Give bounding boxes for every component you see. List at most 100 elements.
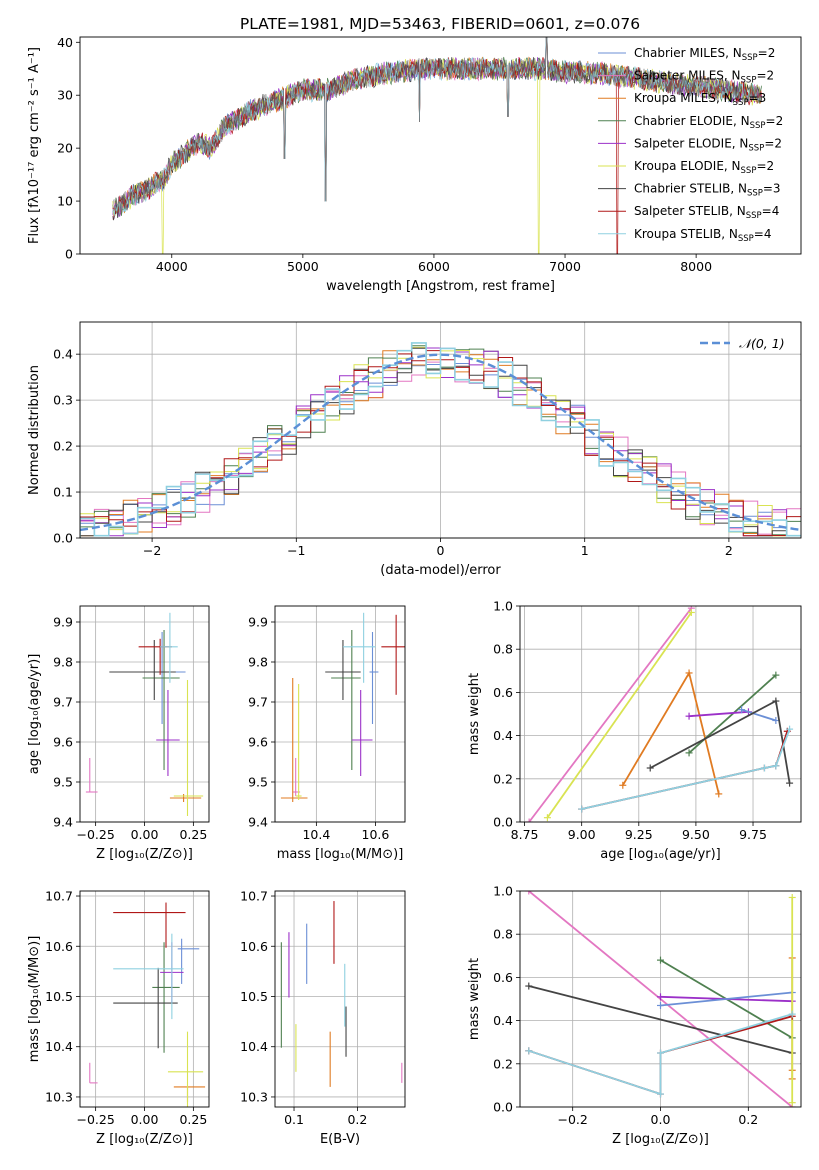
y-tick-label: 9.8	[53, 655, 73, 670]
mass_weight_vs_age-xlabel: age [log₁₀(age/yr)]	[600, 847, 721, 862]
y-tick-label: 9.4	[248, 815, 268, 830]
legend-tail: =2	[756, 69, 774, 83]
x-tick-label: 5000	[287, 259, 319, 274]
legend-tail: =4	[754, 227, 772, 241]
legend-entry: Salpeter MILES, NSSP=2	[634, 69, 774, 86]
x-tick-label: 2	[725, 543, 733, 558]
x-tick-label: 4000	[156, 259, 188, 274]
legend-entry: Kroupa STELIB, NSSP=4	[634, 227, 772, 244]
y-tick-label: 9.6	[248, 735, 268, 750]
y-tick-label: 10.6	[240, 939, 268, 954]
x-tick-label: 0	[437, 543, 445, 558]
weight-line-salpeter_miles	[528, 607, 693, 822]
spectrum-axes: 4000 5000 6000 7000 8000 0 10 20 30 40 wavelength …	[27, 35, 712, 294]
y-tick-label: 0.0	[493, 1100, 513, 1115]
y-tick-label: 0.4	[493, 728, 513, 743]
spectrum-observed	[112, 37, 762, 218]
weight-marker-kroupa_miles	[685, 669, 693, 677]
weight-marker-kroupa_miles	[715, 790, 723, 798]
weight-marker-kroupa_stelib	[760, 764, 768, 772]
weight-marker-chabrier_stelib	[772, 697, 780, 705]
legend-sub: SSP	[747, 189, 763, 199]
mass_vs_Z-axes: −0.25 0.00 0.25 10.3 10.4 10.5 10.6 10.7 Z [log₁…	[27, 889, 209, 1147]
weight-marker-chabrier_stelib	[646, 764, 654, 772]
x-tick-label: 9.50	[682, 827, 710, 842]
x-tick-label: 0.2	[347, 1112, 367, 1127]
legend-tail: =3	[749, 91, 767, 105]
legend-name: Chabrier STELIB, N	[634, 182, 747, 196]
y-tick-label: 9.5	[53, 775, 73, 790]
residual_histogram-xlabel: (data-model)/error	[380, 563, 501, 578]
mass_vs_Z-xlabel: Z [log₁₀(Z/Z⊙)]	[96, 1132, 193, 1147]
legend-name: Kroupa STELIB, N	[634, 227, 738, 241]
mass_weight_vs_Z-ylabel: mass weight	[467, 958, 482, 1040]
legend-entry: Salpeter STELIB, NSSP=4	[634, 204, 779, 221]
histogram-kroupa_stelib	[80, 342, 801, 538]
spectrum-legend: Chabrier MILES, NSSP=2 Salpeter MILES, NS…	[598, 46, 783, 244]
y-tick-label: 0.3	[53, 393, 73, 408]
x-tick-label: 0.1	[284, 1112, 304, 1127]
weight-line-kroupa_stelib	[581, 728, 791, 810]
x-tick-label: −0.25	[76, 1112, 114, 1127]
mass_vs_Z-ylabel: mass [log₁₀(M/M⊙)]	[27, 936, 42, 1063]
legend-sub: SSP	[748, 143, 764, 153]
weight-marker-kroupa_stelib	[657, 1090, 664, 1098]
mass_weight_vs_Z-lines	[525, 891, 796, 1107]
y-tick-label: 9.7	[53, 695, 73, 710]
y-tick-label: 0.4	[493, 1013, 513, 1028]
x-tick-label: 0.0	[651, 1112, 671, 1127]
weight-line-salpeter_elodie	[689, 710, 749, 718]
legend-tail: =2	[758, 46, 776, 60]
weight-marker-kroupa_stelib	[788, 1010, 796, 1018]
y-tick-label: 10.7	[45, 889, 73, 904]
age_vs_Z-ylabel: age [log₁₀(age/yr)]	[27, 654, 42, 775]
legend-entry: Kroupa ELODIE, NSSP=2	[634, 159, 774, 176]
weight-marker-kroupa_miles	[619, 781, 627, 789]
y-tick-label: 1.0	[493, 884, 513, 899]
mass_vs_ebv-axes: 0.1 0.2 10.3 10.4 10.5 10.6 10.7 E(B-V)	[240, 889, 405, 1147]
legend-sub: SSP	[733, 98, 749, 108]
mass_vs_ebv-frame	[274, 890, 406, 1108]
y-tick-label: 10.6	[45, 939, 73, 954]
legend-entry: Chabrier STELIB, NSSP=3	[634, 182, 781, 199]
y-tick-label: 10.3	[45, 1089, 73, 1104]
mass_weight_vs_age-ylabel: mass weight	[467, 673, 482, 755]
legend-sub: SSP	[741, 76, 757, 86]
weight-marker-chabrier_stelib	[525, 982, 533, 990]
x-tick-label: 10.4	[302, 827, 330, 842]
spectrum-ylabel: Flux [fλ10⁻¹⁷ erg cm⁻² s⁻¹ A⁻¹]	[27, 47, 42, 244]
y-tick-label: 0.6	[493, 970, 513, 985]
spectrum-xlabel: wavelength [Angstrom, rest frame]	[326, 279, 555, 294]
figure-title: PLATE=1981, MJD=53463, FIBERID=0601, z=0…	[240, 15, 640, 33]
legend-sub: SSP	[750, 121, 766, 131]
weight-line-chabrier_miles	[660, 991, 793, 1007]
weight-marker-kroupa_elodie	[788, 893, 796, 901]
weight-line-kroupa_elodie	[546, 611, 693, 819]
x-tick-label: 9.25	[625, 827, 653, 842]
legend-name: Salpeter ELODIE, N	[634, 136, 748, 150]
age_vs_Z-xlabel: Z [log₁₀(Z/Z⊙)]	[96, 847, 193, 862]
residual_histogram-frame	[79, 321, 802, 539]
legend-entry: Salpeter ELODIE, NSSP=2	[634, 136, 782, 153]
y-tick-label: 0.4	[53, 347, 73, 362]
weight-line-kroupa_stelib	[528, 1013, 793, 1096]
y-tick-label: 10.5	[240, 989, 268, 1004]
weight-marker-chabrier_miles	[657, 1001, 664, 1009]
weight-marker-kroupa_elodie	[687, 608, 695, 616]
normal-curve	[80, 353, 801, 532]
weight-marker-kroupa_elodie	[788, 1099, 796, 1107]
y-tick-label: 0.2	[53, 439, 73, 454]
x-tick-label: 10.6	[362, 827, 390, 842]
residual_histogram-ylabel: Normed distribution	[27, 365, 42, 495]
legend-sub: SSP	[746, 211, 762, 221]
y-tick-label: 1.0	[493, 599, 513, 614]
y-tick-label: 9.4	[53, 815, 73, 830]
legend-entry: Chabrier MILES, NSSP=2	[634, 46, 775, 63]
legend-tail: =3	[763, 182, 781, 196]
x-tick-label: 6000	[418, 259, 450, 274]
weight-marker-salpeter_elodie	[657, 993, 664, 1001]
age_vs_Z-frame	[79, 605, 210, 823]
weight-line-chabrier_stelib	[528, 985, 793, 1054]
x-tick-label: −2	[143, 543, 161, 558]
